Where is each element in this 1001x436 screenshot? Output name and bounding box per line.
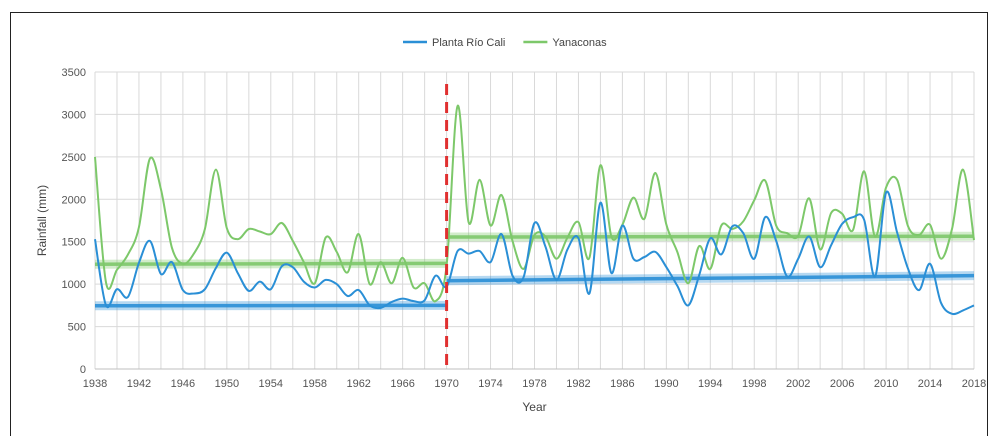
series-line bbox=[94, 190, 975, 316]
x-tick-label: 1962 bbox=[346, 378, 370, 390]
y-tick-label: 3000 bbox=[62, 109, 86, 121]
x-tick-label: 2014 bbox=[918, 378, 942, 390]
x-tick-label: 1958 bbox=[303, 378, 327, 390]
x-tick-label: 2002 bbox=[786, 378, 810, 390]
legend-label: Yanaconas bbox=[552, 37, 607, 49]
mean-line bbox=[94, 261, 447, 266]
mean-line bbox=[446, 273, 975, 283]
y-tick-label: 2500 bbox=[62, 152, 86, 164]
y-tick-label: 1000 bbox=[62, 279, 86, 291]
x-tick-label: 1970 bbox=[434, 378, 458, 390]
y-tick-label: 3500 bbox=[62, 67, 86, 79]
y-tick-label: 500 bbox=[68, 322, 86, 334]
series-line bbox=[94, 104, 975, 303]
mean-line bbox=[446, 234, 975, 239]
x-tick-label: 1974 bbox=[478, 378, 502, 390]
y-tick-label: 0 bbox=[80, 364, 86, 376]
y-tick-label: 1500 bbox=[62, 237, 86, 249]
x-tick-label: 1986 bbox=[610, 378, 634, 390]
x-tick-label: 1998 bbox=[742, 378, 766, 390]
x-tick-label: 1942 bbox=[127, 378, 151, 390]
y-axis-title: Rainfall (mm) bbox=[35, 185, 49, 256]
x-tick-label: 1966 bbox=[390, 378, 414, 390]
x-tick-label: 1982 bbox=[566, 378, 590, 390]
x-tick-label: 1978 bbox=[522, 378, 546, 390]
chart-frame bbox=[10, 12, 988, 436]
x-tick-label: 1994 bbox=[698, 378, 722, 390]
x-tick-label: 1954 bbox=[259, 378, 283, 390]
x-tick-label: 1938 bbox=[83, 378, 107, 390]
y-tick-label: 2000 bbox=[62, 194, 86, 206]
legend-label: Planta Río Cali bbox=[432, 37, 505, 49]
x-tick-label: 2010 bbox=[874, 378, 898, 390]
x-tick-label: 1946 bbox=[171, 378, 195, 390]
x-tick-label: 2018 bbox=[962, 378, 986, 390]
x-tick-label: 1950 bbox=[215, 378, 239, 390]
x-axis-title: Year bbox=[522, 400, 546, 414]
x-tick-label: 1990 bbox=[654, 378, 678, 390]
x-tick-label: 2006 bbox=[830, 378, 854, 390]
